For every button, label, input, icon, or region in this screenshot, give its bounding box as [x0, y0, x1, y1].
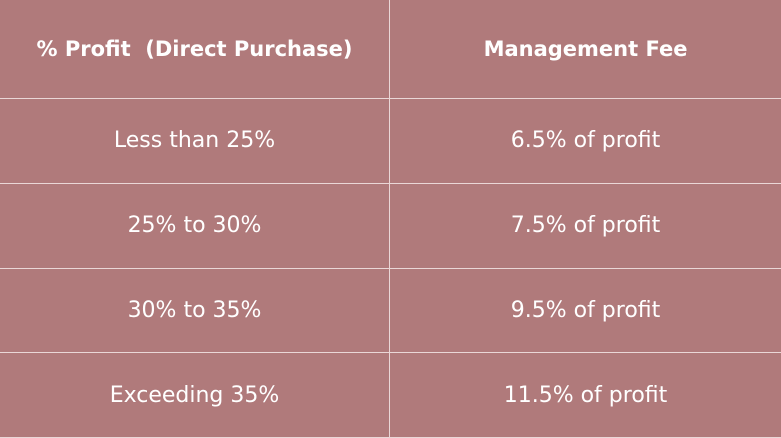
header-cell: % Profit (Direct Purchase): [0, 0, 390, 99]
table-header: % Profit (Direct Purchase) Management Fe…: [0, 0, 781, 99]
table-body: Less than 25% 6.5% of profit 25% to 30% 7.5…: [0, 98, 781, 438]
table-cell: 11.5% of profit: [389, 352, 781, 438]
table-cell: 30% to 35%: [0, 267, 390, 354]
table-row: Less than 25% 6.5% of profit: [0, 98, 781, 184]
table-cell: Exceeding 35%: [0, 352, 390, 438]
table-cell: 25% to 30%: [0, 182, 390, 269]
table-row: 25% to 30% 7.5% of profit: [0, 182, 781, 269]
table-row: 30% to 35% 9.5% of profit: [0, 267, 781, 354]
table-cell: Less than 25%: [0, 98, 390, 184]
table-cell: 7.5% of profit: [389, 182, 781, 269]
header-cell: Management Fee: [389, 0, 781, 99]
table-cell: 9.5% of profit: [389, 267, 781, 354]
header-row: % Profit (Direct Purchase) Management Fe…: [0, 0, 781, 99]
table-row: Exceeding 35% 11.5% of profit: [0, 352, 781, 438]
table-cell: 6.5% of profit: [389, 98, 781, 184]
